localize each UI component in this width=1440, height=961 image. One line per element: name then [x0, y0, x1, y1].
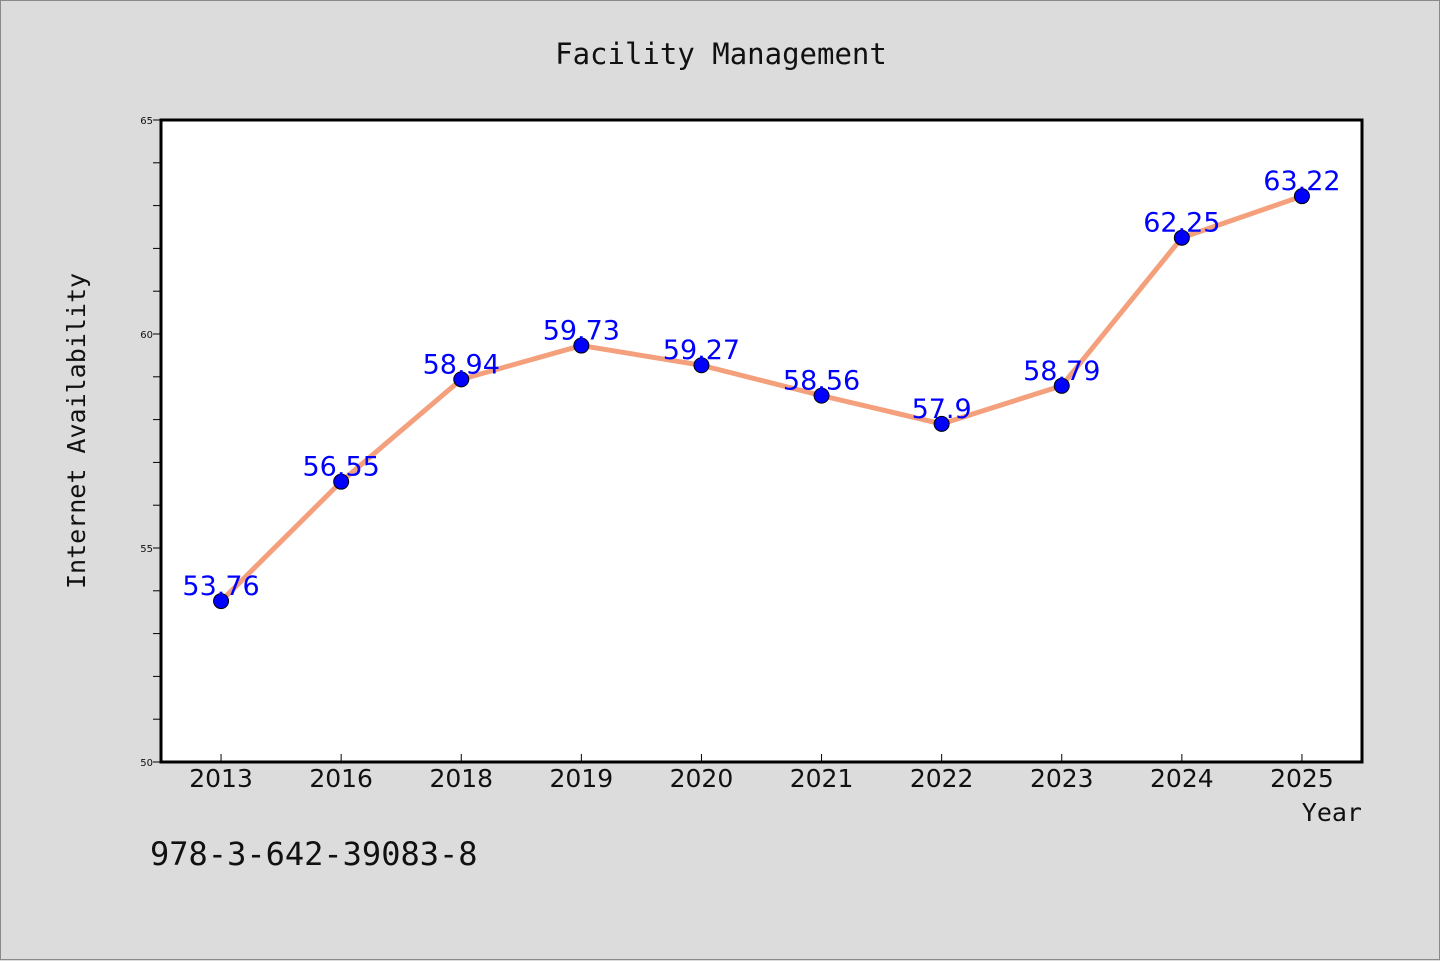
data-label: 56.55 — [303, 452, 380, 483]
x-tick-label: 2016 — [309, 764, 373, 793]
y-axis-ticks: 50 55 60 65 — [140, 116, 161, 769]
data-label: 59.27 — [663, 335, 740, 366]
data-label: 58.94 — [423, 349, 500, 380]
data-point — [573, 337, 590, 354]
y-tick-label: 55 — [140, 544, 153, 555]
data-point — [693, 357, 710, 374]
x-tick-label: 2018 — [429, 764, 493, 793]
x-tick-label: 2021 — [790, 764, 854, 793]
data-point — [813, 387, 830, 404]
data-point — [213, 593, 230, 610]
footer-code: 978-3-642-39083-8 — [150, 835, 478, 873]
x-tick-label: 2019 — [550, 764, 614, 793]
y-axis-title: Internet Availability — [62, 273, 91, 589]
data-label: 59.73 — [543, 316, 620, 347]
data-point — [933, 415, 950, 432]
series-line — [218, 193, 1305, 604]
x-tick-label: 2023 — [1030, 764, 1094, 793]
x-axis-ticks: 2013 2016 2018 2019 2020 2021 2022 2023 2024 2025 — [189, 754, 1334, 793]
chart-title: Facility Management — [555, 37, 887, 71]
data-label: 57.9 — [912, 394, 972, 425]
y-tick-label: 60 — [140, 330, 153, 341]
x-tick-label: 2013 — [189, 764, 253, 793]
data-label: 62.25 — [1143, 208, 1220, 239]
x-axis-title: Year — [1302, 798, 1362, 827]
data-point — [333, 473, 350, 490]
plot-area — [159, 118, 1364, 764]
data-label: 58.56 — [783, 366, 860, 397]
series-layer — [213, 188, 1310, 610]
data-label-layer: 53.76 56.55 58.94 59.73 59.27 58.56 57.9 58.79 6… — [182, 166, 1340, 602]
x-tick-label: 2022 — [910, 764, 974, 793]
x-tick-label: 2025 — [1270, 764, 1334, 793]
data-label: 58.79 — [1023, 356, 1100, 387]
x-tick-label: 2020 — [670, 764, 734, 793]
data-point — [453, 371, 470, 388]
data-label: 63.22 — [1263, 166, 1340, 197]
x-tick-label: 2024 — [1150, 764, 1214, 793]
data-point — [1053, 377, 1070, 394]
y-tick-label: 50 — [140, 758, 153, 769]
data-point — [1173, 229, 1190, 246]
data-point — [1293, 188, 1310, 205]
data-label: 53.76 — [182, 571, 259, 602]
y-tick-label: 65 — [140, 116, 153, 127]
